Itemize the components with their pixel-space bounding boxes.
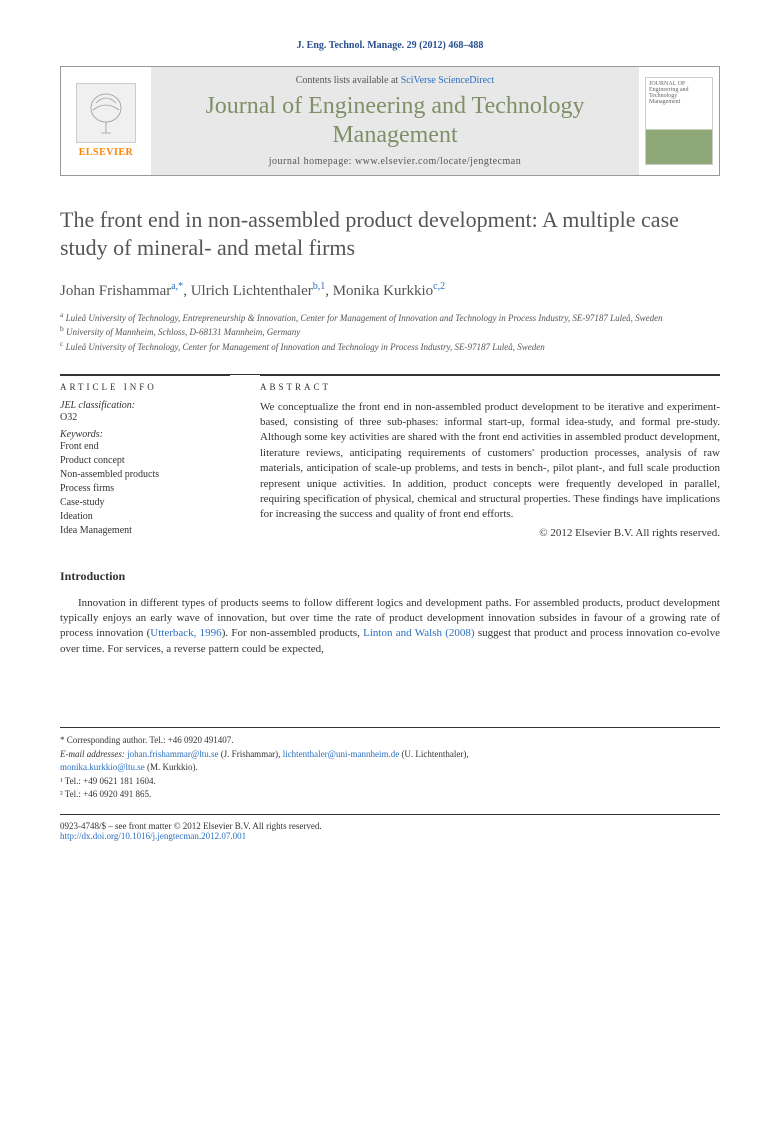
info-abstract-row: ARTICLE INFO JEL classification: O32 Key… (60, 374, 720, 539)
author-3-marks: c,2 (433, 281, 445, 292)
abstract-header: ABSTRACT (260, 382, 720, 392)
email-addresses-line: E-mail addresses: johan.frishammar@ltu.s… (60, 748, 720, 775)
authors-line: Johan Frishammara,*, Ulrich Lichtenthale… (60, 281, 720, 300)
linton-walsh-link[interactable]: Linton and Walsh (2008) (363, 627, 474, 639)
cover-image: JOURNAL OF Engineering and Technology Ma… (645, 77, 713, 165)
keyword-6: Idea Management (60, 524, 230, 538)
doi-link[interactable]: http://dx.doi.org/10.1016/j.jengtecman.2… (60, 831, 246, 841)
aff-mark-c: c (60, 339, 63, 348)
affiliation-a: a Luleå University of Technology, Entrep… (60, 310, 720, 325)
elsevier-logo-block: ELSEVIER (61, 67, 151, 175)
abstract-text: We conceptualize the front end in non-as… (260, 400, 720, 523)
utterback-link[interactable]: Utterback, 1996 (150, 627, 221, 639)
footnote-tel-2: ² Tel.: +46 0920 491 865. (60, 788, 720, 802)
homepage-line: journal homepage: www.elsevier.com/locat… (159, 156, 631, 167)
keyword-1: Product concept (60, 454, 230, 468)
footnote-tel-1: ¹ Tel.: +49 0621 181 1604. (60, 775, 720, 789)
aff-text-a: Luleå University of Technology, Entrepre… (66, 313, 663, 323)
email1-name: (J. Frishammar), (218, 749, 282, 759)
keyword-3: Process firms (60, 482, 230, 496)
keyword-2: Non-assembled products (60, 468, 230, 482)
footnotes: * Corresponding author. Tel.: +46 0920 4… (60, 727, 720, 802)
elsevier-tree-icon (76, 83, 136, 143)
scidirect-link[interactable]: SciVerse ScienceDirect (401, 75, 495, 86)
banner-center: Contents lists available at SciVerse Sci… (151, 67, 639, 175)
email-kurkkio[interactable]: monika.kurkkio@ltu.se (60, 762, 145, 772)
jel-label: JEL classification: (60, 400, 230, 411)
jel-value: O32 (60, 411, 230, 425)
aff-mark-b: b (60, 324, 64, 333)
email-label: E-mail addresses: (60, 749, 127, 759)
email-frishammar[interactable]: johan.frishammar@ltu.se (127, 749, 218, 759)
affiliation-b: b University of Mannheim, Schloss, D-681… (60, 324, 720, 339)
aff-mark-a: a (60, 310, 63, 319)
contents-prefix: Contents lists available at (296, 75, 401, 86)
contents-available-line: Contents lists available at SciVerse Sci… (159, 75, 631, 86)
email-lichtenthaler[interactable]: lichtenthaler@uni-mannheim.de (283, 749, 400, 759)
article-title: The front end in non-assembled product d… (60, 206, 720, 263)
abstract-col: ABSTRACT We conceptualize the front end … (260, 375, 720, 539)
keyword-0: Front end (60, 440, 230, 454)
aff-text-c: Luleå University of Technology, Center f… (66, 342, 545, 352)
affiliation-c: c Luleå University of Technology, Center… (60, 339, 720, 354)
author-3: Monika Kurkkio (333, 283, 433, 299)
issn-copyright-line: 0923-4748/$ – see front matter © 2012 El… (60, 821, 720, 831)
author-1: Johan Frishammar (60, 283, 171, 299)
abstract-copyright: © 2012 Elsevier B.V. All rights reserved… (260, 527, 720, 539)
aff-text-b: University of Mannheim, Schloss, D-68131… (66, 327, 300, 337)
keyword-5: Ideation (60, 510, 230, 524)
homepage-prefix: journal homepage: (269, 156, 355, 167)
author-1-marks: a,* (171, 281, 183, 292)
introduction-paragraph: Innovation in different types of product… (60, 596, 720, 658)
journal-title: Journal of Engineering and Technology Ma… (159, 92, 631, 150)
journal-banner: ELSEVIER Contents lists available at Sci… (60, 66, 720, 176)
email3-name: (M. Kurkkio). (145, 762, 198, 772)
affiliations: a Luleå University of Technology, Entrep… (60, 310, 720, 354)
keywords-label: Keywords: (60, 429, 230, 440)
article-info-header: ARTICLE INFO (60, 382, 230, 392)
homepage-url: www.elsevier.com/locate/jengtecman (355, 156, 521, 167)
author-2: Ulrich Lichtenthaler (191, 283, 313, 299)
journal-cover-thumb: JOURNAL OF Engineering and Technology Ma… (639, 67, 719, 175)
author-2-marks: b,1 (313, 281, 326, 292)
keyword-4: Case-study (60, 496, 230, 510)
intro-text-2: ). For non-assembled products, (222, 627, 363, 639)
corresponding-author-note: * Corresponding author. Tel.: +46 0920 4… (60, 734, 720, 748)
introduction-heading: Introduction (60, 569, 720, 584)
article-info-col: ARTICLE INFO JEL classification: O32 Key… (60, 375, 230, 539)
email2-name: (U. Lichtenthaler), (399, 749, 468, 759)
bottom-matter: 0923-4748/$ – see front matter © 2012 El… (60, 814, 720, 841)
elsevier-brand-text: ELSEVIER (79, 147, 134, 158)
citation-header: J. Eng. Technol. Manage. 29 (2012) 468–4… (60, 40, 720, 51)
